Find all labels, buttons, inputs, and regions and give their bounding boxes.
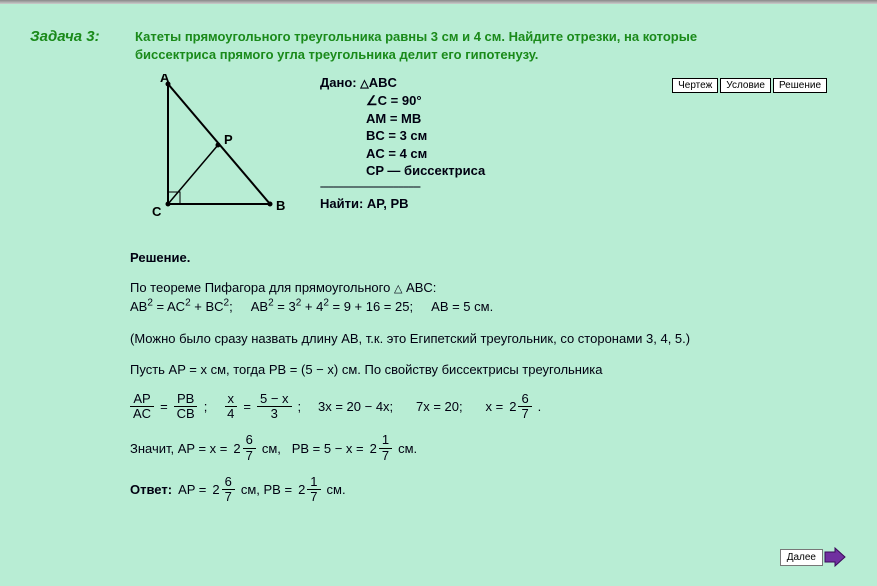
task-statement: Катеты прямоугольного треугольника равны… bbox=[135, 28, 847, 64]
point-p-label: P bbox=[224, 132, 233, 147]
p1b: ABC: bbox=[402, 280, 436, 295]
sep bbox=[469, 397, 480, 417]
num: x bbox=[225, 392, 238, 407]
given-title-row: Дано: △ABC bbox=[320, 74, 485, 92]
whole: 2 bbox=[212, 480, 219, 500]
next-label: Далее bbox=[780, 549, 823, 566]
answer-label: Ответ: bbox=[130, 480, 172, 500]
den: 7 bbox=[243, 449, 256, 463]
sep bbox=[399, 397, 410, 417]
find-line: Найти: AP, PB bbox=[320, 195, 485, 213]
answer-row: Ответ: AP = 2 6 7 см, PB = 2 1 7 см. bbox=[130, 475, 847, 505]
page: Задача 3: Катеты прямоугольного треуголь… bbox=[0, 0, 877, 586]
vertex-a-label: A bbox=[160, 74, 170, 85]
vertex-c-label: C bbox=[152, 204, 162, 219]
den: 3 bbox=[268, 407, 281, 421]
num: AP bbox=[130, 392, 153, 407]
num: 5 − x bbox=[257, 392, 292, 407]
arrow-right-icon bbox=[823, 546, 847, 568]
given-am-mb: AM = MB bbox=[366, 110, 485, 128]
eq2: 7x = 20; bbox=[416, 397, 463, 417]
solution-p4: Пусть AP = x см, тогда PB = (5 − x) см. … bbox=[130, 360, 847, 380]
frac-x-4: x 4 bbox=[224, 392, 237, 422]
sep: ; bbox=[298, 397, 312, 417]
solution-button[interactable]: Решение bbox=[773, 78, 827, 93]
eq: = bbox=[160, 397, 168, 417]
frac: 6 7 bbox=[222, 475, 235, 505]
num: 6 bbox=[243, 433, 256, 448]
num: 6 bbox=[518, 392, 531, 407]
given-title: Дано: bbox=[320, 75, 357, 90]
given-block: Дано: △ABC ∠C = 90° AM = MB BC = 3 см AC… bbox=[320, 74, 485, 234]
p5a: Значит, AP = x = bbox=[130, 439, 227, 459]
den: 4 bbox=[224, 407, 237, 421]
triangle-icon: △ bbox=[360, 78, 368, 90]
xeq: x = bbox=[485, 397, 503, 417]
triangle-diagram: A C B P bbox=[130, 74, 310, 234]
whole: 2 bbox=[298, 480, 305, 500]
whole: 2 bbox=[233, 439, 240, 459]
mixed-2-6-7: 2 6 7 bbox=[233, 433, 255, 463]
frac: 6 7 bbox=[243, 433, 256, 463]
p5c: см. bbox=[398, 439, 417, 459]
ans-a: AP = bbox=[178, 480, 206, 500]
p2: AB2 = AC2 + BC2; AB2 = 32 + 42 = 9 + 16 … bbox=[130, 299, 493, 314]
frac-pb-cb: PB CB bbox=[174, 392, 198, 422]
den: 7 bbox=[518, 407, 531, 421]
num: 1 bbox=[379, 433, 392, 448]
whole: 2 bbox=[509, 397, 516, 417]
given-cp: CP — биссектриса bbox=[366, 162, 485, 180]
button-row: Чертеж Условие Решение bbox=[672, 78, 827, 93]
task-label: Задача 3: bbox=[30, 28, 135, 45]
mixed-2-1-7: 2 1 7 bbox=[370, 433, 392, 463]
frac: 1 7 bbox=[379, 433, 392, 463]
given-angle: ∠C = 90° bbox=[366, 92, 485, 110]
solution-title: Решение. bbox=[130, 248, 847, 268]
frac: 6 7 bbox=[518, 392, 531, 422]
mixed-2-6-7: 2 6 7 bbox=[212, 475, 234, 505]
den: 7 bbox=[379, 449, 392, 463]
fraction-row: AP AC = PB CB ; x 4 = 5 − x 3 ; 3x = 20 … bbox=[130, 392, 847, 422]
whole: 2 bbox=[370, 439, 377, 459]
given-bc: BC = 3 см bbox=[366, 127, 485, 145]
task-line1: Катеты прямоугольного треугольника равны… bbox=[135, 29, 697, 44]
frac-5mx-3: 5 − x 3 bbox=[257, 392, 292, 422]
mixed-2-6-7: 2 6 7 bbox=[509, 392, 531, 422]
ans-b: см, PB = bbox=[241, 480, 292, 500]
vertex-b-label: B bbox=[276, 198, 285, 213]
period: . bbox=[538, 397, 542, 417]
result-row: Значит, AP = x = 2 6 7 см, PB = 5 − x = … bbox=[130, 433, 847, 463]
den: CB bbox=[174, 407, 198, 421]
frac: 1 7 bbox=[307, 475, 320, 505]
ans-c: см. bbox=[327, 480, 346, 500]
content-row: A C B P Дано: △ABC ∠C = 90° AM = MB BC =… bbox=[130, 74, 847, 234]
den: 7 bbox=[222, 490, 235, 504]
solution-block: Решение. По теореме Пифагора для прямоуг… bbox=[130, 248, 847, 504]
den: AC bbox=[130, 407, 154, 421]
task-header: Задача 3: Катеты прямоугольного треуголь… bbox=[30, 28, 847, 64]
eq: = bbox=[243, 397, 251, 417]
drawing-button[interactable]: Чертеж bbox=[672, 78, 718, 93]
p1a: По теореме Пифагора для прямоугольного bbox=[130, 280, 394, 295]
num: 1 bbox=[307, 475, 320, 490]
given-ac: AC = 4 см bbox=[366, 145, 485, 163]
solution-p3: (Можно было сразу назвать длину AB, т.к.… bbox=[130, 329, 847, 349]
task-line2: биссектриса прямого угла треугольника де… bbox=[135, 47, 538, 62]
den: 7 bbox=[307, 490, 320, 504]
condition-button[interactable]: Условие bbox=[720, 78, 771, 93]
next-button[interactable]: Далее bbox=[780, 546, 847, 568]
given-abc: ABC bbox=[369, 75, 397, 90]
top-strip bbox=[0, 0, 877, 4]
frac-ap-ac: AP AC bbox=[130, 392, 154, 422]
sep: ; bbox=[204, 397, 218, 417]
num: PB bbox=[174, 392, 197, 407]
mixed-2-1-7: 2 1 7 bbox=[298, 475, 320, 505]
divider: ----------------------------------------… bbox=[320, 182, 485, 193]
solution-p1: По теореме Пифагора для прямоугольного △… bbox=[130, 278, 847, 317]
eq1: 3x = 20 − 4x; bbox=[318, 397, 393, 417]
p5b: см, PB = 5 − x = bbox=[262, 439, 364, 459]
num: 6 bbox=[222, 475, 235, 490]
triangle-svg: A C B P bbox=[130, 74, 300, 229]
